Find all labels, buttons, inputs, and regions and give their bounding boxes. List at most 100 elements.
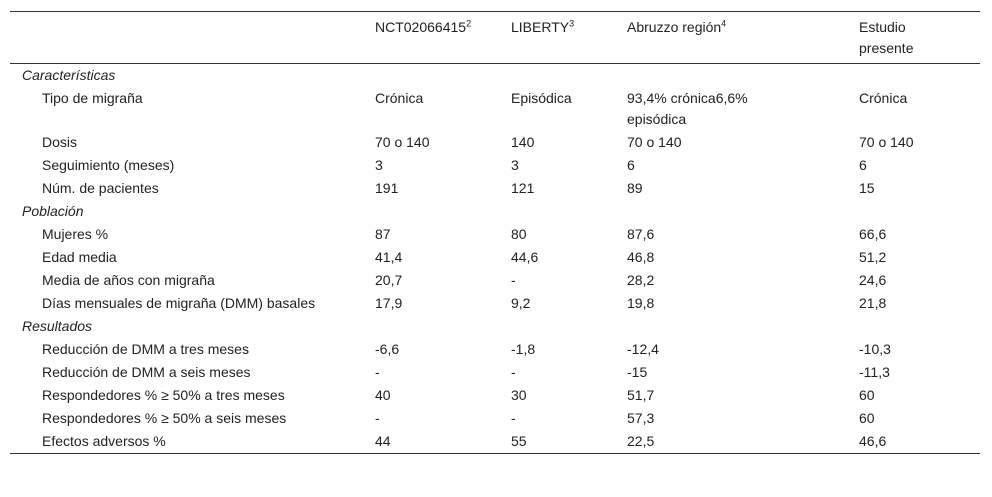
cell: 40: [375, 387, 391, 403]
section-title: Características: [22, 67, 116, 83]
cell: -: [511, 364, 516, 380]
table-row: Reducción de DMM a tres meses -6,6 -1,8 -12…: [10, 338, 980, 361]
table-header: NCT020664152 LIBERTY3 Abruzzo región4 Estud…: [10, 11, 980, 64]
cell: 51,2: [859, 249, 887, 265]
cell: 41,4: [375, 249, 403, 265]
cell: -12,4: [627, 341, 659, 357]
cell: 80: [511, 226, 527, 242]
reference: 4: [721, 18, 727, 29]
cell: 60: [859, 387, 875, 403]
row-label: Edad media: [42, 249, 117, 265]
cell: 28,2: [627, 272, 655, 288]
section-title: Población: [22, 203, 84, 219]
table-row: Días mensuales de migraña (DMM) basales 1…: [10, 292, 980, 315]
cell: Crónica: [859, 90, 908, 106]
cell: 93,4% crónica6,6% episódica: [627, 90, 748, 127]
reference: 3: [569, 18, 575, 29]
cell: 87: [375, 226, 391, 242]
cell: 89: [627, 180, 643, 196]
cell: 51,7: [627, 387, 655, 403]
cell: 15: [859, 180, 875, 196]
column-header: LIBERTY3: [511, 12, 627, 64]
cell: -6,6: [375, 341, 400, 357]
cell: 19,8: [627, 295, 655, 311]
table-row: Efectos adversos % 44 55 22,5 46,6: [10, 430, 980, 454]
table-row: Respondedores % ≥ 50% a seis meses - - 57,3…: [10, 407, 980, 430]
row-label: Núm. de pacientes: [42, 180, 159, 196]
cell: -1,8: [511, 341, 536, 357]
cell: 46,8: [627, 249, 655, 265]
table-row: Núm. de pacientes 191 121 89 15: [10, 177, 980, 200]
row-label: Seguimiento (meses): [42, 157, 175, 173]
table-row: Dosis 70 o 140 140 70 o 140 70 o 140: [10, 131, 980, 154]
cell: 121: [511, 180, 535, 196]
row-label: Reducción de DMM a tres meses: [42, 341, 249, 357]
table-row: Seguimiento (meses) 3 3 6 6: [10, 154, 980, 177]
row-label: Respondedores % ≥ 50% a tres meses: [42, 387, 285, 403]
section-row: Resultados: [10, 315, 980, 338]
table-section: Resultados Reducción de DMM a tres meses -…: [10, 315, 980, 454]
column-header: Abruzzo región4: [627, 12, 859, 64]
table-row: Respondedores % ≥ 50% a tres meses 40 30 51…: [10, 384, 980, 407]
column-header: NCT020664152: [375, 12, 511, 64]
reference: 2: [466, 18, 472, 29]
column-header: Estudio presente: [859, 12, 980, 64]
cell: 66,6: [859, 226, 887, 242]
table-section: Población Mujeres % 87 80 87,6 66,6 Edad media…: [10, 200, 980, 315]
cell: -: [375, 364, 380, 380]
row-label: Media de años con migraña: [42, 272, 215, 288]
cell: -15: [627, 364, 648, 380]
table-row: Tipo de migraña Crónica Episódica 93,4% cró…: [10, 87, 980, 131]
cell: 20,7: [375, 272, 403, 288]
cell: 44,6: [511, 249, 539, 265]
cell: -: [375, 410, 380, 426]
section-title: Resultados: [22, 318, 93, 334]
cell: 17,9: [375, 295, 403, 311]
cell: 3: [375, 157, 383, 173]
cell: 55: [511, 433, 527, 449]
cell: 46,6: [859, 433, 887, 449]
cell: 24,6: [859, 272, 887, 288]
row-label: Tipo de migraña: [42, 90, 143, 106]
cell: 140: [511, 134, 535, 150]
table-row: Reducción de DMM a seis meses - - -15 -11,3: [10, 361, 980, 384]
header-empty: [10, 12, 375, 64]
cell: -: [511, 410, 516, 426]
cell: 44: [375, 433, 391, 449]
cell: 60: [859, 410, 875, 426]
row-label: Efectos adversos %: [42, 433, 166, 449]
header-text: Estudio presente: [859, 19, 914, 56]
section-row: Características: [10, 64, 980, 88]
cell: 87,6: [627, 226, 655, 242]
data-table: NCT020664152 LIBERTY3 Abruzzo región4 Estud…: [10, 11, 980, 454]
cell: 9,2: [511, 295, 531, 311]
row-label: Respondedores % ≥ 50% a seis meses: [42, 410, 287, 426]
row-label: Mujeres %: [42, 226, 109, 242]
header-text: NCT02066415: [375, 19, 467, 35]
table-section: Características Tipo de migraña Crónica Epi…: [10, 64, 980, 201]
cell: 70 o 140: [375, 134, 430, 150]
header-text: LIBERTY: [511, 19, 570, 35]
row-label: Reducción de DMM a seis meses: [42, 364, 251, 380]
cell: 21,8: [859, 295, 887, 311]
cell: 6: [859, 157, 867, 173]
cell: Crónica: [375, 90, 424, 106]
cell: 6: [627, 157, 635, 173]
section-row: Población: [10, 200, 980, 223]
table-row: Media de años con migraña 20,7 - 28,2 24,6: [10, 269, 980, 292]
cell: Episódica: [511, 90, 572, 106]
cell: -: [511, 272, 516, 288]
table-row: Edad media 41,4 44,6 46,8 51,2: [10, 246, 980, 269]
header-text: Abruzzo región: [627, 19, 722, 35]
cell: 57,3: [627, 410, 655, 426]
table-row: Mujeres % 87 80 87,6 66,6: [10, 223, 980, 246]
cell: 30: [511, 387, 527, 403]
cell: -10,3: [859, 341, 891, 357]
cell: 70 o 140: [627, 134, 682, 150]
cell: 22,5: [627, 433, 655, 449]
cell: 3: [511, 157, 519, 173]
cell: -11,3: [859, 364, 890, 380]
row-label: Dosis: [42, 134, 78, 150]
cell: 70 o 140: [859, 134, 914, 150]
